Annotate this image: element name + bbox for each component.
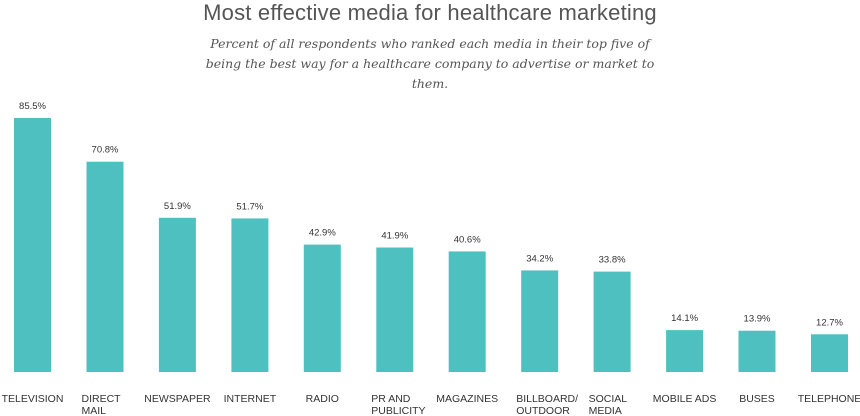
chart-subtitle: Percent of all respondents who ranked ea…: [205, 36, 655, 91]
category-label-line: BUSES: [739, 393, 775, 405]
category-label-line: PUBLICITY: [371, 405, 425, 416]
bars-layer: [14, 118, 848, 372]
category-label: NEWSPAPER: [144, 393, 211, 405]
category-label-line: INTERNET: [224, 393, 277, 405]
value-label: 51.9%: [164, 201, 191, 212]
value-labels-layer: 85.5% 70.8% 51.9% 51.7% 42.9% 41.9% 40.6% 34.2%…: [19, 101, 843, 328]
value-label: 14.1%: [671, 313, 698, 324]
value-label: 12.7%: [816, 317, 843, 328]
category-label-line: DIRECT: [82, 393, 122, 405]
category-label-line: TELEPHONE: [798, 393, 860, 405]
category-label: TELEVISION: [2, 393, 64, 405]
category-label-line: PR AND: [371, 393, 411, 405]
bar-social-media: [593, 271, 631, 372]
category-label-line: MAGAZINES: [436, 393, 498, 405]
bar-radio: [303, 244, 341, 372]
category-label-line: NEWSPAPER: [144, 393, 211, 405]
value-label: 70.8%: [92, 145, 119, 156]
bar-newspaper: [158, 217, 196, 372]
value-label: 51.7%: [236, 201, 263, 212]
value-label: 40.6%: [454, 234, 481, 245]
category-label-line: OUTDOOR: [516, 405, 570, 416]
category-label-line: SOCIAL: [589, 393, 628, 405]
bar-billboard-outdoor: [521, 270, 559, 372]
bar-telephone: [811, 334, 848, 372]
category-label-line: BILLBOARD/: [516, 393, 578, 405]
category-label-line: MAIL: [82, 405, 107, 416]
category-label: DIRECT MAIL: [82, 393, 122, 416]
category-label: RADIO: [306, 393, 339, 405]
category-label-line: RADIO: [306, 393, 339, 405]
category-label: MAGAZINES: [436, 393, 498, 405]
value-label: 13.9%: [744, 314, 771, 325]
category-labels-layer: TELEVISION DIRECT MAIL NEWSPAPER INTERNET RAD…: [2, 393, 860, 416]
bar-mobile-ads: [666, 330, 704, 372]
category-label: SOCIAL MEDIA: [589, 393, 628, 416]
category-label: PR AND PUBLICITY: [371, 393, 425, 416]
category-label: INTERNET: [224, 393, 277, 405]
bar-television: [14, 118, 51, 372]
category-label-line: MEDIA: [589, 405, 622, 416]
bar-internet: [231, 218, 269, 372]
value-label: 34.2%: [526, 253, 553, 264]
category-label: TELEPHONE: [798, 393, 860, 405]
category-label-line: MOBILE ADS: [653, 393, 717, 405]
category-label: BILLBOARD/OUTDOOR: [516, 393, 578, 416]
bar-buses: [738, 330, 776, 372]
category-label-line: TELEVISION: [2, 393, 64, 405]
value-label: 33.8%: [599, 255, 626, 266]
value-label: 41.9%: [381, 231, 408, 242]
category-label: MOBILE ADS: [653, 393, 717, 405]
value-label: 42.9%: [309, 228, 336, 239]
chart-title: Most effective media for healthcare mark…: [203, 0, 657, 25]
category-label: BUSES: [739, 393, 775, 405]
bar-magazines: [448, 251, 486, 372]
bar-pr-and-publicity: [376, 247, 414, 372]
value-label: 85.5%: [19, 101, 46, 112]
bar-direct-mail: [86, 161, 124, 372]
